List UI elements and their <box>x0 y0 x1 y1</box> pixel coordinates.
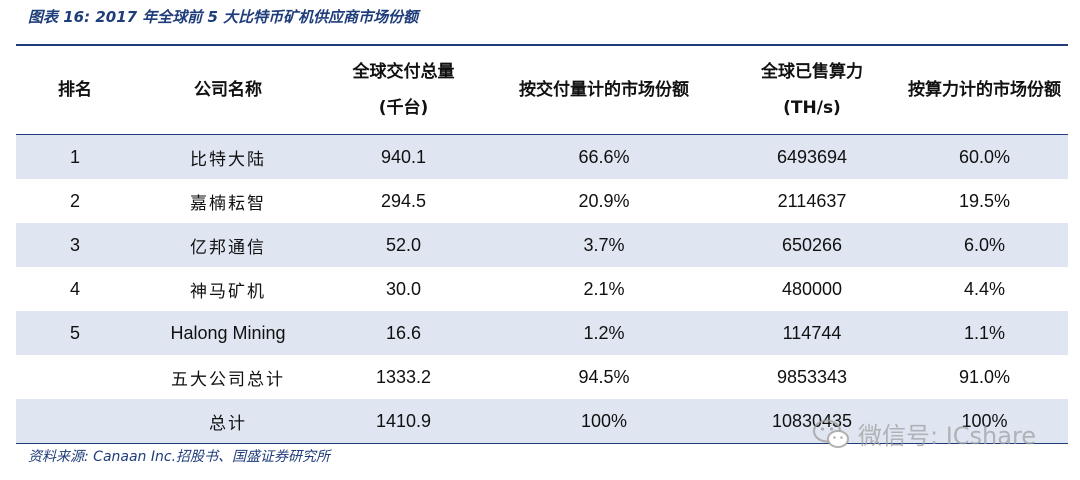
watermark-text: 微信号: ICshare <box>858 422 1037 450</box>
header-delivery: 全球交付总量 (千台) <box>322 46 485 135</box>
cell-hashrate: 6493694 <box>723 134 901 179</box>
table-row: 5 Halong Mining 16.6 1.2% 114744 1.1% <box>16 311 1068 355</box>
cell-hashrate: 480000 <box>781 278 843 299</box>
cell-delivery-share: 94.5% <box>578 366 630 387</box>
cell-rank <box>16 399 134 444</box>
header-hashrate-label: 全球已售算力 <box>761 62 863 82</box>
cell-delivery-share: 66.6% <box>485 134 723 179</box>
wechat-icon <box>813 419 849 448</box>
header-delivery-share: 按交付量计的市场份额 <box>485 46 723 135</box>
header-rank-label: 排名 <box>58 80 92 100</box>
cell-hashrate: 2114637 <box>777 190 847 211</box>
header-hashrate-unit: (TH/s) <box>783 98 841 118</box>
cell-delivery-share: 2.1% <box>583 278 625 299</box>
cell-rank: 5 <box>16 311 134 355</box>
header-hashrate-share-label: 按算力计的市场份额 <box>908 80 1061 100</box>
cell-delivery: 1333.2 <box>375 366 432 387</box>
cell-delivery: 294.5 <box>380 190 427 211</box>
cell-delivery-share: 100% <box>485 399 723 444</box>
cell-hashrate: 114744 <box>723 311 901 355</box>
cell-hashrate-share: 91.0% <box>958 366 1011 387</box>
cell-delivery: 16.6 <box>322 311 485 355</box>
cell-hashrate: 650266 <box>723 223 901 267</box>
cell-rank: 2 <box>69 190 80 211</box>
figure-caption: 图表 16: 2017 年全球前 5 大比特币矿机供应商市场份额 <box>28 8 419 26</box>
cell-hashrate-share: 4.4% <box>963 278 1006 299</box>
cell-company: 五大公司总计 <box>171 369 285 390</box>
cell-delivery-share: 3.7% <box>485 223 723 267</box>
cell-hashrate-share: 19.5% <box>958 190 1011 211</box>
table-row: 1 比特大陆 940.1 66.6% 6493694 60.0% <box>16 134 1068 179</box>
cell-hashrate-share: 100% <box>901 399 1068 444</box>
header-delivery-label: 全球交付总量 <box>352 62 455 82</box>
table-row: 2 嘉楠耘智 294.5 20.9% 2114637 19.5% <box>16 179 1068 223</box>
cell-company: 亿邦通信 <box>134 223 322 267</box>
header-company: 公司名称 <box>134 46 322 135</box>
header-hashrate-share: 按算力计的市场份额 <box>901 46 1068 135</box>
cell-hashrate: 10830435 <box>723 399 901 444</box>
cell-rank <box>16 355 134 399</box>
table-top-rule <box>16 44 1068 46</box>
cell-rank: 1 <box>16 134 134 179</box>
table-row-grand-total: 总计 1410.9 100% 10830435 100% <box>16 399 1068 444</box>
cell-hashrate-share: 1.1% <box>901 311 1068 355</box>
cell-hashrate: 9853343 <box>776 366 848 387</box>
header-rank: 排名 <box>16 46 134 135</box>
cell-rank: 4 <box>69 278 80 299</box>
header-hashrate: 全球已售算力 (TH/s) <box>723 46 901 135</box>
cell-hashrate-share: 6.0% <box>901 223 1068 267</box>
cell-delivery: 52.0 <box>322 223 485 267</box>
table-row-top5-total: 五大公司总计 1333.2 94.5% 9853343 91.0% <box>16 355 1068 399</box>
cell-delivery-share: 20.9% <box>578 190 630 211</box>
cell-delivery-share: 1.2% <box>485 311 723 355</box>
cell-delivery: 30.0 <box>385 278 422 299</box>
cell-delivery: 940.1 <box>322 134 485 179</box>
cell-company: 总计 <box>134 399 322 444</box>
header-delivery-share-label: 按交付量计的市场份额 <box>519 80 689 100</box>
cell-hashrate-share: 60.0% <box>901 134 1068 179</box>
cell-company: Halong Mining <box>134 311 322 355</box>
table-header-row: 排名 公司名称 全球交付总量 (千台) 按交付量计的市场份额 全球已售算力 (T… <box>16 46 1068 135</box>
table-row: 3 亿邦通信 52.0 3.7% 650266 6.0% <box>16 223 1068 267</box>
header-delivery-unit: (千台) <box>378 98 429 118</box>
header-company-label: 公司名称 <box>194 80 262 100</box>
cell-delivery: 1410.9 <box>322 399 485 444</box>
cell-company: 嘉楠耘智 <box>190 193 266 214</box>
cell-company: 神马矿机 <box>190 281 266 302</box>
cell-company: 比特大陆 <box>134 134 322 179</box>
source-note: 资料来源: Canaan Inc.招股书、国盛证券研究所 <box>28 449 331 465</box>
cell-rank: 3 <box>16 223 134 267</box>
watermark: 微信号: ICshare <box>812 416 1036 451</box>
table-row: 4 神马矿机 30.0 2.1% 480000 4.4% <box>16 267 1068 311</box>
market-share-table: 排名 公司名称 全球交付总量 (千台) 按交付量计的市场份额 全球已售算力 (T… <box>16 46 1068 444</box>
